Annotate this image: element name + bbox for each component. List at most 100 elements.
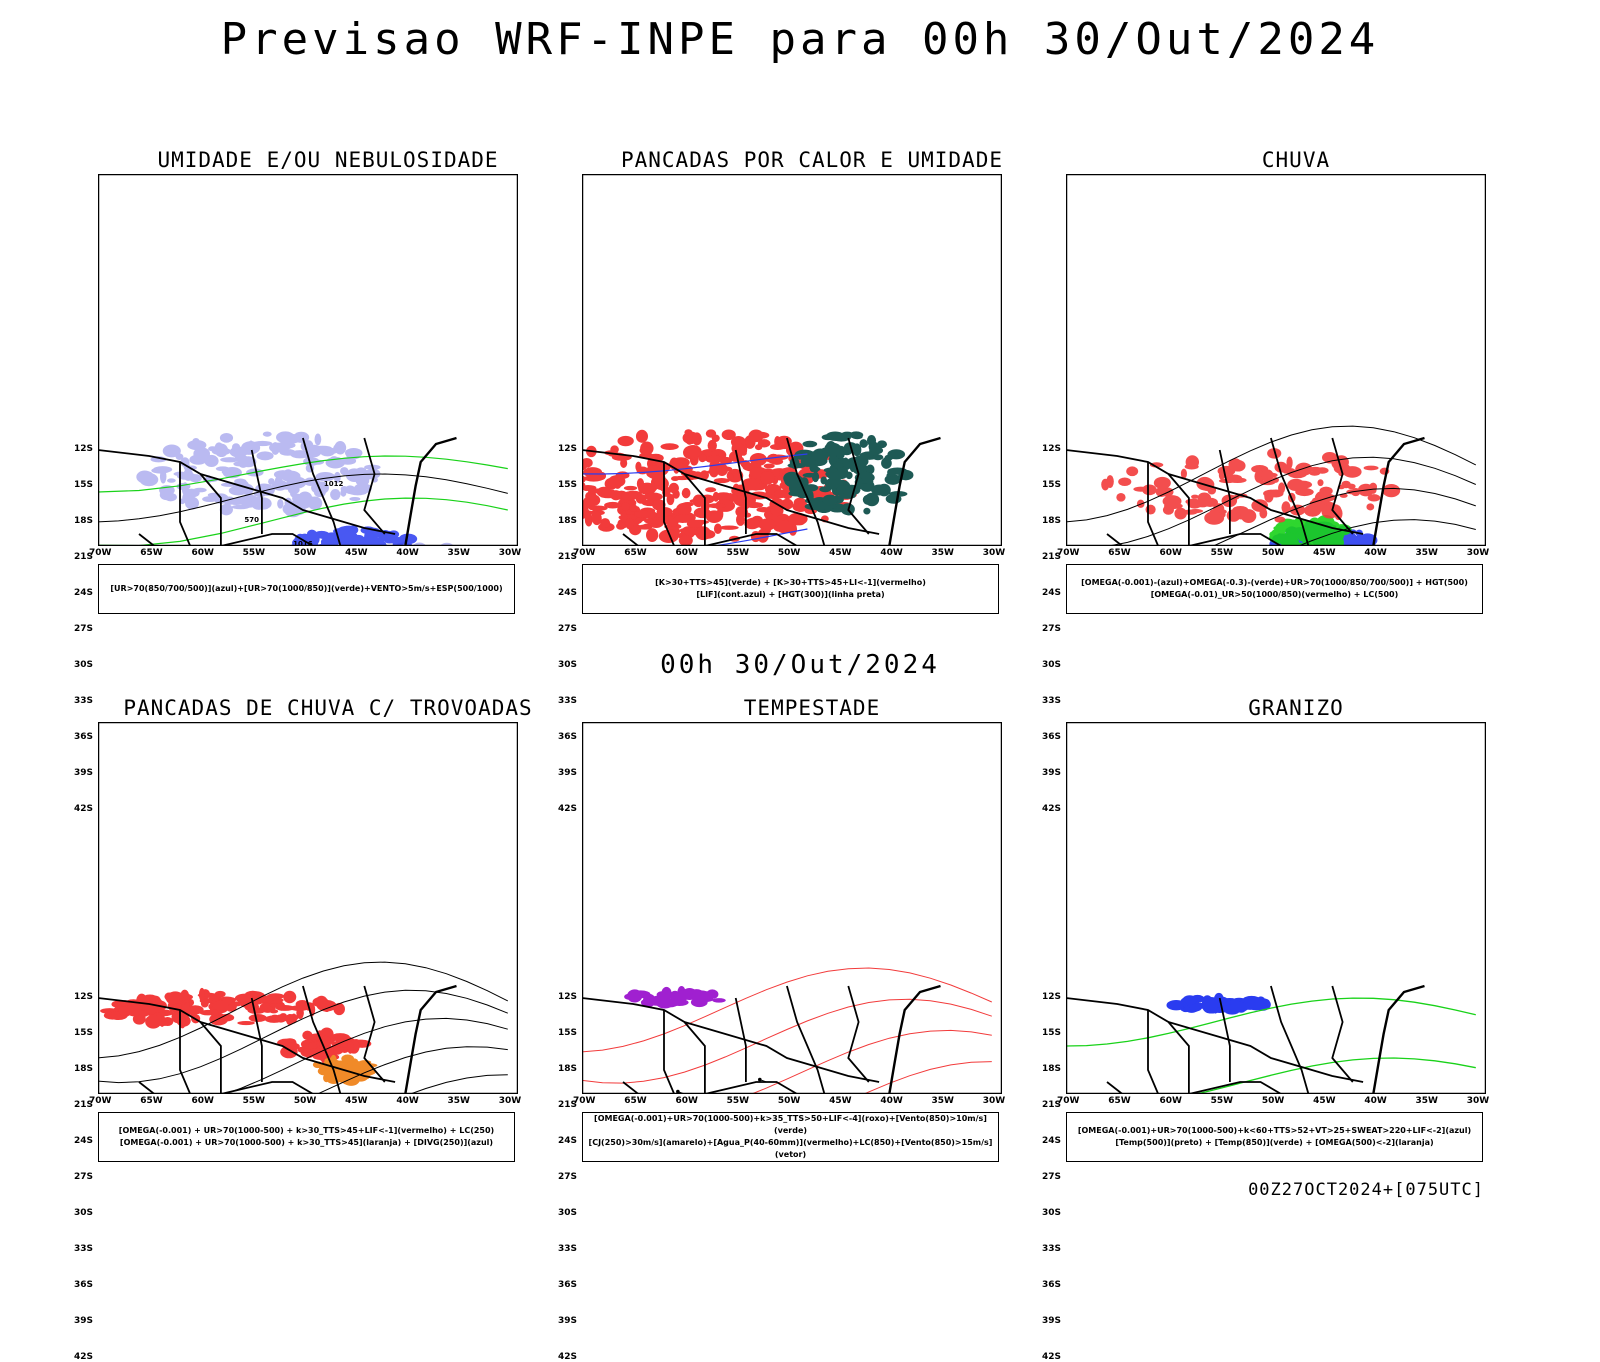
lat-tick-label: 12S <box>1042 992 1061 1002</box>
legend-box: [OMEGA(-0.001)+UR>70(1000-500)+k<60+TTS>… <box>1066 1112 1483 1162</box>
field-cell <box>757 529 769 543</box>
lon-tick-label: 30W <box>499 548 521 558</box>
map-frame: 10121016102057657058256412S15S18S21S24S2… <box>98 174 518 546</box>
field-cell <box>621 491 638 500</box>
field-cell <box>251 1017 266 1022</box>
field-cell <box>215 991 226 998</box>
field-cell <box>145 1015 161 1029</box>
lat-tick-label: 27S <box>1042 1172 1061 1182</box>
field-cell <box>824 468 838 473</box>
lon-tick-label: 70W <box>89 548 111 558</box>
field-cell <box>307 530 317 539</box>
field-cell <box>172 1011 184 1023</box>
panel-title: UMIDADE E/OU NEBULOSIDADE <box>78 148 578 172</box>
lat-tick-label: 15S <box>74 1028 93 1038</box>
lat-tick-label: 30S <box>74 1208 93 1218</box>
field-cell <box>347 1041 353 1054</box>
lon-tick-label: 55W <box>1211 1096 1233 1106</box>
field-cell <box>660 443 678 450</box>
lat-tick-label: 42S <box>74 1352 93 1362</box>
panel-title: PANCADAS POR CALOR E UMIDADE <box>562 148 1062 172</box>
field-cell <box>608 475 625 487</box>
field-cell <box>685 445 702 458</box>
lon-tick-label: 65W <box>624 1096 646 1106</box>
field-cell <box>646 501 654 505</box>
field-cell <box>1126 466 1138 476</box>
field-cell <box>707 503 726 508</box>
field-cell <box>364 530 373 543</box>
lat-tick-label: 24S <box>558 1136 577 1146</box>
lon-tick-label: 55W <box>243 1096 265 1106</box>
wind-vector-head <box>677 1090 680 1093</box>
map-svg: 588585582579576573 <box>1066 174 1486 546</box>
field-cell <box>736 514 745 526</box>
lon-tick-label: 70W <box>573 548 595 558</box>
lon-tick-label: 60W <box>675 1096 697 1106</box>
field-cell <box>682 488 691 498</box>
lat-tick-label: 39S <box>558 1316 577 1326</box>
field-cell <box>232 443 240 451</box>
field-cell <box>586 494 600 506</box>
field-cell <box>193 488 206 493</box>
field-cell <box>1343 466 1362 478</box>
lat-tick-label: 42S <box>1042 1352 1061 1362</box>
lon-tick-label: 60W <box>1159 1096 1181 1106</box>
legend-line-2: [OMEGA(-0.001) + UR>70(1000-500) + k>30_… <box>99 1137 514 1149</box>
lat-tick-label: 30S <box>1042 1208 1061 1218</box>
field-cell <box>871 485 888 496</box>
field-cell <box>624 486 637 491</box>
lon-tick-label: 70W <box>573 1096 595 1106</box>
field-cell <box>706 429 716 437</box>
lon-tick-label: 45W <box>1313 1096 1335 1106</box>
field-cell <box>873 454 884 460</box>
field-cell <box>810 467 820 472</box>
field-cell <box>1226 475 1242 482</box>
field-cell <box>333 1003 345 1015</box>
wind-vector-head <box>759 1078 762 1081</box>
field-cell <box>312 997 328 1007</box>
field-cell <box>1370 486 1377 494</box>
field-cell <box>269 1003 285 1007</box>
field-cell <box>345 485 356 494</box>
lon-tick-label: 45W <box>345 548 367 558</box>
lon-tick-label: 30W <box>499 1096 521 1106</box>
field-cell <box>1232 506 1248 514</box>
lat-tick-label: 30S <box>74 660 93 670</box>
lon-tick-label: 40W <box>1364 548 1386 558</box>
field-cell <box>1287 479 1305 491</box>
field-cell <box>617 436 633 446</box>
lon-tick-label: 65W <box>140 1096 162 1106</box>
lat-tick-label: 12S <box>558 992 577 1002</box>
panel-pancadas-calor: PANCADAS POR CALOR E UMIDADE 96009520944… <box>562 148 1062 668</box>
map-frame: 96009520944012S15S18S21S24S27S30S33S36S3… <box>582 174 1002 546</box>
field-cell <box>222 470 231 475</box>
field-cell <box>253 441 273 446</box>
lat-tick-label: 39S <box>74 1316 93 1326</box>
lon-tick-label: 30W <box>983 1096 1005 1106</box>
field-cell <box>804 484 818 491</box>
field-cell <box>644 493 663 501</box>
field-cell <box>833 463 844 468</box>
field-cell <box>1133 487 1148 492</box>
lon-tick-label: 40W <box>1364 1096 1386 1106</box>
field-cell <box>842 485 860 496</box>
map-svg <box>98 722 518 1094</box>
lon-tick-label: 35W <box>932 548 954 558</box>
field-cell <box>674 515 692 523</box>
field-cell <box>764 464 775 469</box>
lat-tick-label: 30S <box>558 1208 577 1218</box>
legend-box: [K>30+TTS>45](verde) + [K>30+TTS>45+LI<-… <box>582 564 999 614</box>
field-cell <box>863 508 870 515</box>
field-cell <box>887 468 896 476</box>
field-cell <box>849 431 863 438</box>
lon-tick-label: 45W <box>829 548 851 558</box>
legend-box: [OMEGA(-0.001) + UR>70(1000-500) + k>30_… <box>98 1112 515 1162</box>
lon-tick-label: 35W <box>1416 548 1438 558</box>
field-cell <box>1321 505 1338 518</box>
lat-tick-label: 12S <box>74 444 93 454</box>
field-cell <box>277 499 283 509</box>
field-cell <box>333 444 344 454</box>
field-cell <box>1264 491 1273 503</box>
